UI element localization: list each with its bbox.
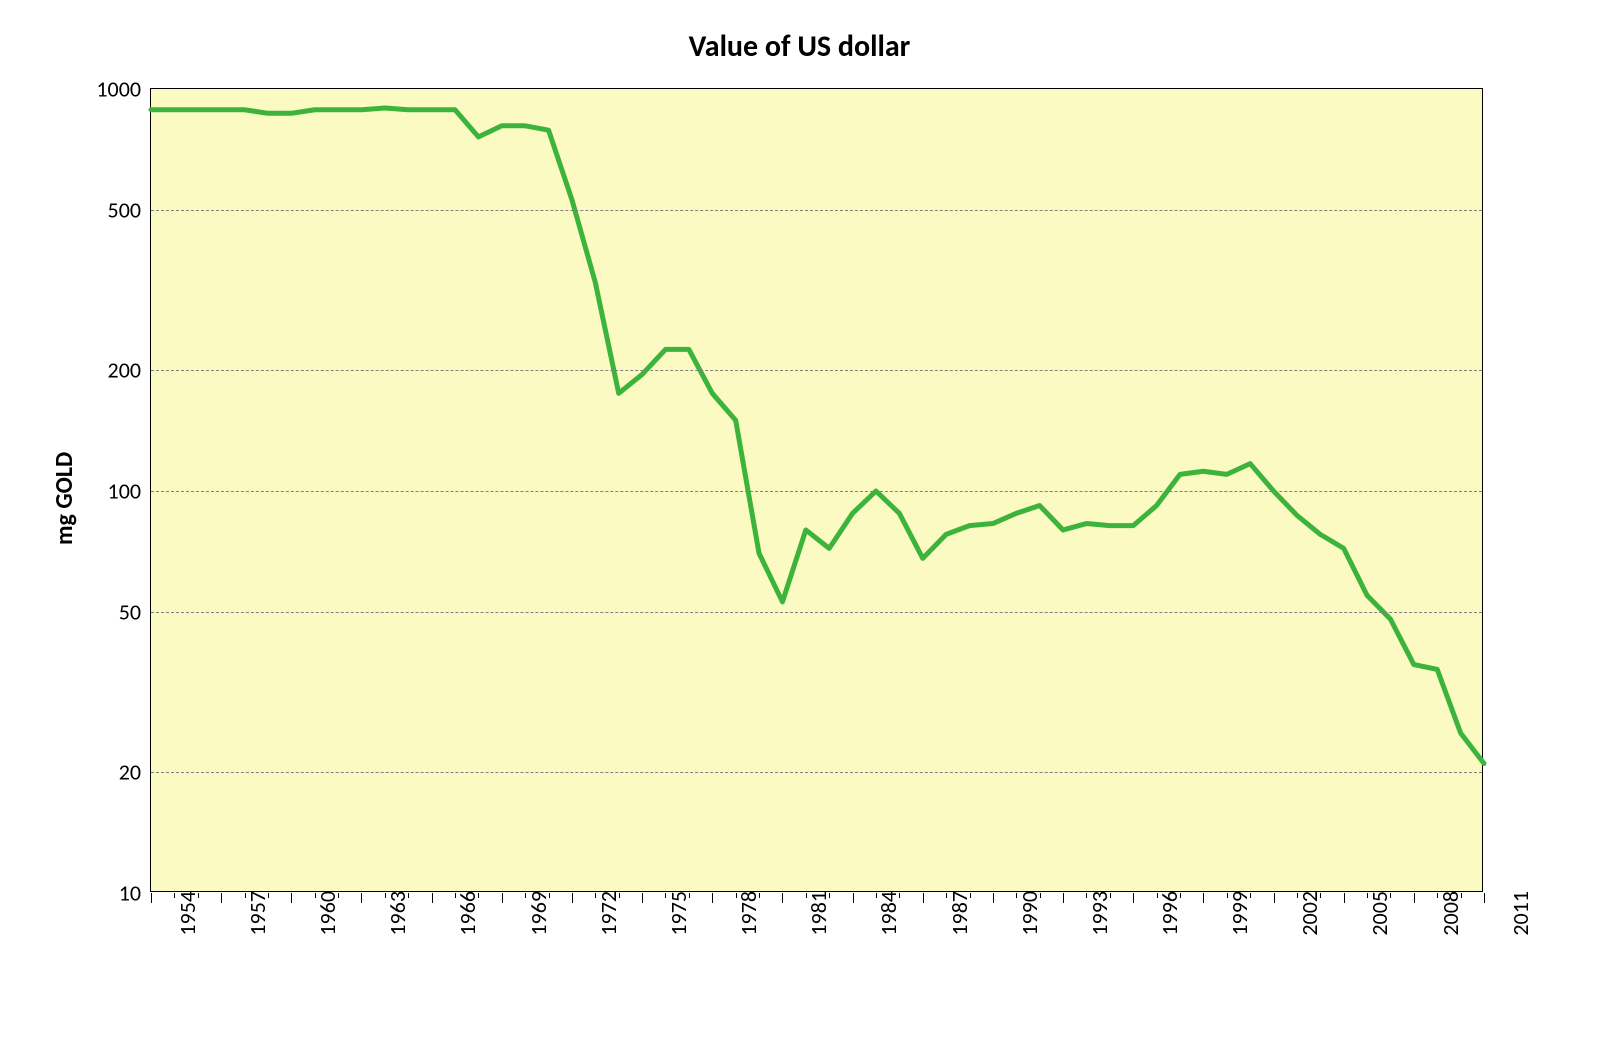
x-tick-label: 1981 [791,891,832,936]
x-tick-mark [502,893,503,903]
y-tick-label: 20 [119,758,151,785]
x-tick-label: 1963 [370,891,411,936]
x-tick-mark [642,893,643,903]
x-tick-mark [1133,893,1134,903]
y-tick-label: 10 [119,880,151,907]
x-tick-mark [361,893,362,903]
x-tick-mark [782,893,783,903]
x-tick-label: 1987 [932,891,973,936]
x-tick-label: 1972 [581,891,622,936]
x-tick-mark [1414,893,1415,903]
y-tick-label: 100 [108,478,151,505]
y-tick-label: 1000 [96,76,151,103]
x-tick-mark [923,893,924,903]
x-tick-mark [712,893,713,903]
y-axis-label: mg GOLD [50,452,79,545]
value-line [151,108,1484,763]
x-tick-label: 1984 [861,891,902,936]
x-tick-mark [1203,893,1204,903]
chart-container: Value of US dollar mg GOLD 1020501002005… [0,0,1599,1051]
plot-area: 1020501002005001000195419571960196319661… [150,88,1483,892]
chart-title: Value of US dollar [0,28,1599,65]
gridline-horizontal [151,491,1482,492]
x-tick-label: 1978 [721,891,762,936]
y-tick-label: 50 [119,599,151,626]
gridline-horizontal [151,370,1482,371]
y-tick-label: 500 [108,197,151,224]
x-tick-label: 1996 [1142,891,1183,936]
x-tick-mark [572,893,573,903]
x-tick-mark [853,893,854,903]
x-tick-label: 1990 [1002,891,1043,936]
x-tick-mark [291,893,292,903]
x-tick-label: 2005 [1352,891,1393,936]
x-tick-mark [432,893,433,903]
x-tick-label: 1975 [651,891,692,936]
y-tick-label: 200 [108,356,151,383]
x-tick-label: 1966 [440,891,481,936]
x-tick-mark [993,893,994,903]
x-tick-label: 1969 [511,891,552,936]
x-tick-mark [221,893,222,903]
gridline-horizontal [151,612,1482,613]
x-tick-label: 1957 [230,891,271,936]
gridline-horizontal [151,772,1482,773]
x-tick-mark [151,893,152,903]
x-tick-mark [1484,893,1485,903]
x-tick-mark [1274,893,1275,903]
x-tick-label: 2002 [1282,891,1323,936]
x-tick-label: 2008 [1423,891,1464,936]
x-tick-label: 1954 [160,891,201,936]
x-tick-mark [1063,893,1064,903]
x-tick-label: 1993 [1072,891,1113,936]
gridline-horizontal [151,210,1482,211]
x-tick-label: 1999 [1212,891,1253,936]
x-tick-label: 1960 [300,891,341,936]
x-tick-mark [1344,893,1345,903]
x-tick-label: 2011 [1493,891,1534,936]
